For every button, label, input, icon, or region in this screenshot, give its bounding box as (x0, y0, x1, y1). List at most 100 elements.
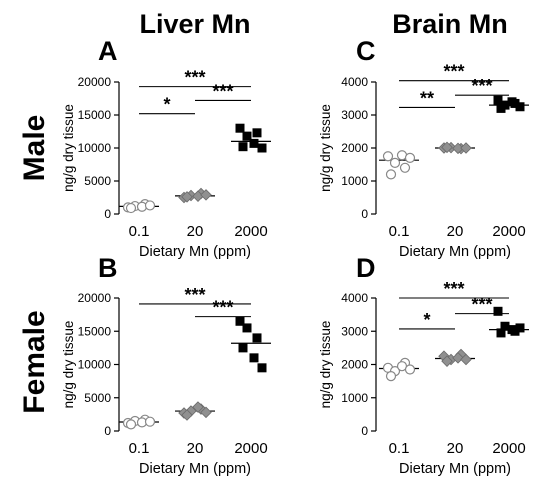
data-point-circle (404, 152, 416, 163)
y-tick-label: 0 (361, 207, 368, 221)
y-axis-label: ng/g dry tissue (318, 321, 333, 409)
significance-label: ** (420, 88, 434, 108)
data-point-square (515, 323, 525, 333)
data-point-square (249, 138, 259, 148)
panel-letter-a: A (98, 36, 118, 66)
y-tick-label: 2000 (341, 141, 368, 155)
y-tick-label: 5000 (84, 391, 111, 405)
panel-c: C 0 1000 2000 3000 4000 ng/g dry tissue 0.1 20 20… (318, 36, 529, 260)
data-point-square (496, 328, 506, 338)
significance-label: * (423, 310, 430, 330)
y-tick-label: 2000 (341, 358, 368, 372)
significance-label: *** (471, 295, 492, 315)
data-point-square (249, 353, 259, 363)
data-point-circle (385, 169, 397, 180)
y-tick-label: 0 (104, 424, 111, 438)
panel-b: B 0 5000 10000 15000 20000 ng/g dry tissue 0.1 2… (61, 253, 271, 477)
x-tick-label: 0.1 (389, 223, 410, 240)
x-axis-label: Dietary Mn (ppm) (139, 244, 251, 260)
data-point-circle (404, 364, 416, 375)
y-tick-label: 3000 (341, 324, 368, 338)
data-point-circle (385, 371, 397, 382)
x-tick-label: 20 (187, 440, 204, 457)
data-point-diamond (181, 409, 193, 421)
x-tick-label: 2000 (492, 223, 525, 240)
significance-label: *** (443, 62, 464, 82)
y-tick-label: 10000 (78, 141, 112, 155)
data-point-diamond (200, 406, 212, 419)
y-axis-label: ng/g dry tissue (61, 104, 76, 192)
significance-label: *** (184, 285, 205, 305)
panel-letter-d: D (356, 253, 376, 283)
data-point-square (238, 142, 248, 152)
x-tick-label: 0.1 (129, 223, 150, 240)
panel-d: D 0 1000 2000 3000 4000 ng/g dry tissue 0.1 20 20… (318, 253, 529, 477)
data-point-square (242, 323, 252, 333)
y-tick-label: 3000 (341, 108, 368, 122)
y-tick-label: 1000 (341, 391, 368, 405)
x-axis-label: Dietary Mn (ppm) (139, 461, 251, 477)
data-point-circle (125, 419, 137, 430)
y-tick-label: 0 (361, 424, 368, 438)
row-title-male: Male (18, 115, 51, 182)
data-point-square (493, 95, 503, 105)
panel-letter-c: C (356, 36, 376, 66)
data-point-square (496, 103, 506, 113)
data-point-square (252, 333, 262, 343)
y-tick-label: 20000 (78, 75, 112, 89)
data-point-circle (389, 157, 401, 168)
data-point-diamond (192, 401, 204, 413)
data-point-square (493, 306, 503, 316)
data-point-square (500, 321, 510, 331)
x-axis-label: Dietary Mn (ppm) (399, 461, 511, 477)
x-tick-label: 2000 (234, 440, 267, 457)
data-point-square (242, 131, 252, 141)
data-point-square (515, 102, 525, 112)
data-point-square (238, 343, 248, 353)
data-point-diamond (460, 353, 472, 366)
y-axis-label: ng/g dry tissue (318, 104, 333, 192)
data-point-circle (144, 416, 156, 427)
x-tick-label: 0.1 (389, 440, 410, 457)
y-tick-label: 5000 (84, 174, 111, 188)
x-tick-label: 20 (187, 223, 204, 240)
y-tick-label: 20000 (78, 291, 112, 305)
y-tick-label: 0 (104, 207, 111, 221)
significance-label: *** (212, 298, 233, 318)
data-point-square (257, 143, 267, 153)
x-tick-label: 0.1 (129, 440, 150, 457)
y-tick-label: 10000 (78, 358, 112, 372)
x-tick-label: 2000 (234, 223, 267, 240)
significance-label: *** (443, 279, 464, 299)
y-axis-label: ng/g dry tissue (61, 321, 76, 409)
data-point-circle (144, 200, 156, 211)
significance-label: * (163, 95, 170, 115)
y-tick-label: 1000 (341, 174, 368, 188)
x-tick-label: 2000 (492, 440, 525, 457)
data-point-circle (125, 202, 137, 214)
panel-letter-b: B (98, 253, 118, 283)
data-point-square (507, 325, 517, 335)
panel-a: A 0 5000 10000 15000 20000 ng/g dry tissue 0.1 2… (61, 36, 271, 260)
column-title-liver: Liver Mn (139, 9, 250, 39)
significance-label: *** (471, 76, 492, 96)
data-point-diamond (460, 142, 472, 154)
column-title-brain: Brain Mn (392, 9, 508, 39)
data-point-square (507, 97, 517, 107)
data-point-circle (382, 151, 394, 162)
data-point-diamond (452, 142, 464, 155)
y-tick-label: 4000 (341, 291, 368, 305)
y-tick-label: 15000 (78, 108, 112, 122)
data-point-diamond (200, 189, 212, 201)
y-tick-label: 4000 (341, 75, 368, 89)
significance-label: *** (212, 81, 233, 101)
x-tick-label: 20 (447, 223, 464, 240)
data-point-diamond (441, 141, 453, 154)
data-point-square (257, 363, 267, 373)
y-tick-label: 15000 (78, 324, 112, 338)
significance-label: *** (184, 68, 205, 88)
data-point-square (235, 316, 245, 326)
data-point-diamond (441, 355, 453, 367)
x-tick-label: 20 (447, 440, 464, 457)
